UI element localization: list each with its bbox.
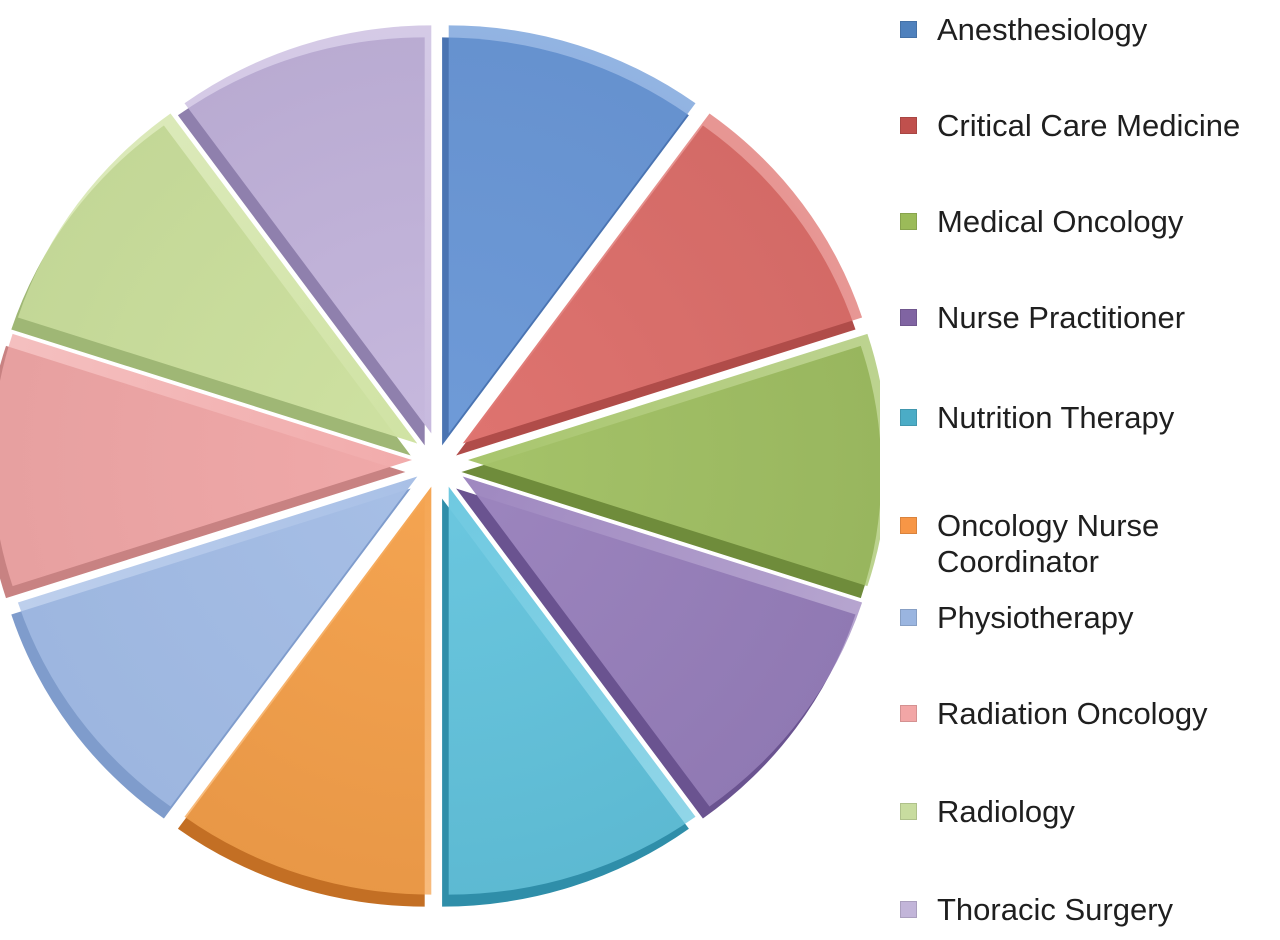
legend-label-line: Radiology [937, 794, 1075, 829]
legend-label: Radiology [937, 794, 1267, 830]
legend-label: Thoracic Surgery [937, 892, 1267, 928]
legend-label-line: Nurse Practitioner [937, 300, 1186, 335]
legend-label-line: Critical Care Medicine [937, 108, 1241, 143]
legend-item-anesthesiology: Anesthesiology [900, 12, 1280, 48]
legend-item-physiotherapy: Physiotherapy [900, 600, 1280, 636]
legend-label-line: Coordinator [937, 544, 1099, 579]
legend-swatch [900, 21, 917, 38]
legend-swatch [900, 517, 917, 534]
legend-item-nutrition-therapy: Nutrition Therapy [900, 400, 1280, 436]
legend-swatch [900, 803, 917, 820]
pie-chart [0, 25, 880, 907]
pie-slice-anesthesiology [448, 25, 696, 434]
legend-swatch [900, 213, 917, 230]
legend-label: Oncology Nurse Coordinator [937, 508, 1267, 580]
legend-item-radiology: Radiology [900, 794, 1280, 830]
legend-label-line: Radiation Oncology [937, 696, 1208, 731]
legend-swatch [900, 117, 917, 134]
pie-slice-nutrition-therapy [448, 486, 696, 895]
legend-label-line: Oncology Nurse [937, 508, 1160, 543]
legend-label-line: Nutrition Therapy [937, 400, 1175, 435]
pie-slice-medical-oncology [468, 333, 880, 587]
legend-label: Physiotherapy [937, 600, 1267, 636]
legend-label-line: Physiotherapy [937, 600, 1134, 635]
legend-swatch [900, 309, 917, 326]
legend-label: Nurse Practitioner [937, 300, 1267, 336]
legend-label: Critical Care Medicine [937, 108, 1267, 144]
legend-label: Anesthesiology [937, 12, 1267, 48]
legend-label: Medical Oncology [937, 204, 1267, 240]
legend-label: Radiation Oncology [937, 696, 1267, 732]
legend-item-critical-care-medicine: Critical Care Medicine [900, 108, 1280, 144]
pie-slice-thoracic-surgery [184, 25, 432, 434]
pie-slice-nurse-practitioner [462, 476, 863, 807]
pie-slice-radiology [17, 113, 418, 444]
legend-item-oncology-nurse-coordinator: Oncology Nurse Coordinator [900, 508, 1280, 580]
pie-slice-critical-care-medicine [462, 113, 863, 444]
pie-slices [0, 25, 880, 907]
chart-legend: Anesthesiology Critical Care Medicine Medi… [900, 0, 1280, 940]
legend-swatch [900, 609, 917, 626]
legend-label-line: Medical Oncology [937, 204, 1184, 239]
legend-label-line: Thoracic Surgery [937, 892, 1174, 927]
legend-item-radiation-oncology: Radiation Oncology [900, 696, 1280, 732]
legend-item-thoracic-surgery: Thoracic Surgery [900, 892, 1280, 928]
legend-item-medical-oncology: Medical Oncology [900, 204, 1280, 240]
legend-item-nurse-practitioner: Nurse Practitioner [900, 300, 1280, 336]
legend-label-line: Anesthesiology [937, 12, 1148, 47]
pie-slice-oncology-nurse-coordinator [184, 486, 432, 895]
legend-swatch [900, 705, 917, 722]
legend-label: Nutrition Therapy [937, 400, 1267, 436]
legend-swatch [900, 901, 917, 918]
pie-slice-physiotherapy [17, 476, 418, 807]
legend-swatch [900, 409, 917, 426]
pie-slice-radiation-oncology [0, 333, 412, 587]
